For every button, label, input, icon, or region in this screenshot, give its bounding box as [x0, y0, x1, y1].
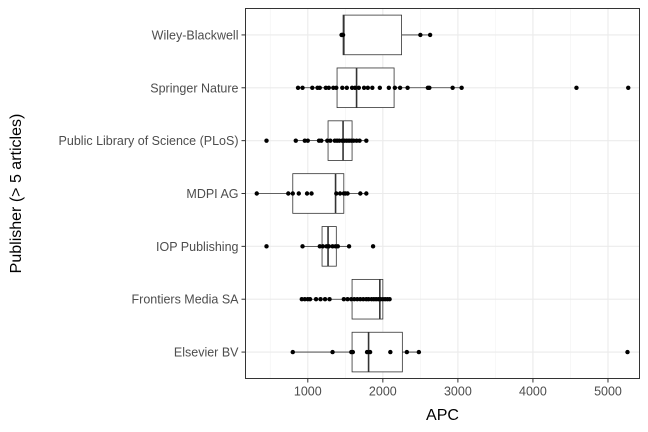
data-point [427, 32, 433, 38]
y-tick-label: Frontiers Media SA [132, 293, 240, 307]
data-point [295, 85, 301, 90]
data-point [625, 349, 630, 355]
data-point [313, 297, 319, 302]
y-tick-label: MDPI AG [186, 187, 238, 201]
data-point [300, 85, 305, 90]
data-point [450, 85, 455, 90]
data-point [357, 138, 362, 143]
x-tick-label: 1000 [294, 385, 322, 399]
data-point [304, 191, 310, 196]
y-axis: Wiley-Blackwell Springer Nature Public Lib… [59, 28, 246, 360]
data-point [296, 191, 301, 196]
data-point [388, 349, 393, 355]
data-point [397, 85, 403, 90]
y-tick-label: Wiley-Blackwell [152, 28, 239, 42]
data-point [345, 191, 350, 196]
data-point [370, 244, 376, 249]
box [351, 331, 403, 373]
data-point [310, 85, 315, 90]
data-point [367, 349, 373, 355]
data-point [264, 138, 269, 143]
x-tick-label: 2000 [369, 385, 397, 399]
data-point [335, 244, 341, 249]
data-point [574, 85, 579, 90]
data-point [320, 244, 325, 249]
data-point [392, 85, 398, 90]
data-point [364, 138, 369, 143]
data-point [416, 349, 422, 355]
data-point [293, 138, 298, 143]
x-axis-title: APC [426, 407, 459, 424]
data-point [377, 85, 383, 90]
data-point [344, 85, 350, 90]
data-point [327, 297, 332, 302]
data-point [626, 85, 631, 90]
data-point [318, 297, 323, 302]
data-point [330, 349, 335, 355]
box [342, 14, 402, 56]
data-point [334, 85, 339, 90]
y-tick-label: Public Library of Science (PLoS) [59, 134, 239, 148]
data-point [346, 244, 352, 249]
data-point [322, 297, 328, 302]
data-point [290, 349, 295, 355]
data-point [404, 349, 410, 355]
data-point [364, 191, 369, 196]
data-point [340, 85, 345, 90]
x-tick-label: 4000 [519, 385, 547, 399]
data-point [427, 85, 432, 90]
data-point [350, 349, 356, 355]
data-point [328, 138, 333, 143]
data-point [254, 191, 259, 196]
data-point [418, 32, 423, 38]
data-point [361, 85, 367, 90]
y-tick-label: Elsevier BV [174, 346, 239, 360]
data-point [459, 85, 464, 90]
x-axis: 1000 2000 3000 4000 5000 [294, 378, 622, 399]
data-point [326, 244, 332, 249]
data-point [337, 191, 343, 196]
data-point [340, 32, 346, 38]
x-tick-label: 5000 [594, 385, 622, 399]
data-point [300, 244, 305, 249]
data-point [386, 85, 392, 90]
data-point [358, 191, 363, 196]
y-tick-label: Springer Nature [150, 81, 238, 95]
data-point [370, 85, 375, 90]
boxes [256, 14, 462, 373]
data-point [356, 85, 362, 90]
x-tick-label: 3000 [444, 385, 472, 399]
data-point [341, 297, 347, 302]
grid [245, 8, 640, 379]
data-point [286, 191, 291, 196]
data-point [365, 85, 371, 90]
data-point [345, 297, 350, 302]
data-point [387, 297, 392, 302]
data-point [319, 138, 324, 143]
y-axis-title: Publisher (> 5 articles) [8, 114, 25, 274]
data-point [307, 297, 313, 302]
data-point [305, 138, 310, 143]
data-point [317, 85, 322, 90]
y-tick-label: IOP Publishing [156, 240, 239, 254]
data-point [309, 191, 314, 196]
data-points [254, 32, 631, 355]
data-point [352, 85, 358, 90]
data-point [290, 191, 295, 196]
data-point [405, 85, 410, 90]
data-point [334, 191, 339, 196]
data-point [264, 244, 269, 249]
data-point [326, 85, 332, 90]
